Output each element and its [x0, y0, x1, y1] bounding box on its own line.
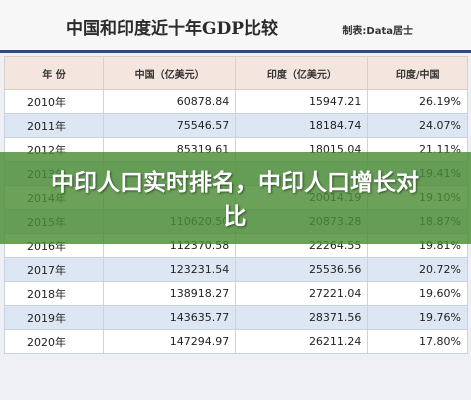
- table-row: 2010年 60878.84 15947.21 26.19%: [4, 89, 468, 114]
- table-row: 2020年 147294.97 26211.24 17.80%: [4, 329, 468, 354]
- table-cell: 20.72%: [367, 257, 468, 282]
- table-row: 2017年 123231.54 25536.56 20.72%: [4, 257, 468, 282]
- table-cell: 2019年: [4, 305, 104, 330]
- table-row: 2018年 138918.27 27221.04 19.60%: [4, 281, 468, 306]
- table-cell: 138918.27: [102, 281, 237, 306]
- header-row: 年 份中国（亿美元） 印度（亿美元） 印度/中国: [4, 56, 468, 90]
- table-cell: 19.60%: [367, 281, 468, 306]
- table-cell: 17.80%: [367, 329, 468, 354]
- title: 中国和印度近十年GDP比较: [66, 19, 279, 39]
- table-cell: 2010年: [4, 89, 104, 114]
- table-cell: 2011年: [4, 113, 104, 138]
- header: 中国和印度近十年GDP比较 制表:Data居士: [0, 0, 471, 53]
- table-cell: 18184.74: [235, 113, 369, 138]
- table-cell: 15947.21: [235, 89, 369, 114]
- table-cell: 123231.54: [102, 257, 237, 282]
- table-cell: 26211.24: [235, 329, 369, 354]
- table-cell: 28371.56: [235, 305, 369, 330]
- column-header: 印度（亿美元）: [235, 56, 369, 90]
- table-cell: 2020年: [4, 329, 104, 354]
- table-cell: 25536.56: [235, 257, 369, 282]
- table-cell: 75546.57: [102, 113, 237, 138]
- table-row: 2011年 75546.57 18184.74 24.07%: [4, 113, 468, 138]
- column-header: 印度/中国: [367, 56, 468, 90]
- table-cell: 2017年: [4, 257, 104, 282]
- table-cell: 2018年: [4, 281, 104, 306]
- banner[interactable]: 中印人口实时排名，中印人口增长对比: [0, 152, 471, 244]
- credit: 制表:Data居士: [342, 26, 413, 37]
- banner-text[interactable]: 中印人口实时排名，中印人口增长对比: [51, 170, 419, 230]
- table-cell: 27221.04: [235, 281, 369, 306]
- table-row: 2019年 143635.77 28371.56 19.76%: [4, 305, 468, 330]
- table-cell: 26.19%: [367, 89, 468, 114]
- table-cell: 60878.84: [102, 89, 237, 114]
- table-cell: 19.76%: [367, 305, 468, 330]
- column-header: 年 份: [4, 56, 104, 90]
- table-cell: 143635.77: [102, 305, 237, 330]
- table-cell: 147294.97: [102, 329, 237, 354]
- table-cell: 24.07%: [367, 113, 468, 138]
- column-header: 中国（亿美元）: [102, 56, 237, 90]
